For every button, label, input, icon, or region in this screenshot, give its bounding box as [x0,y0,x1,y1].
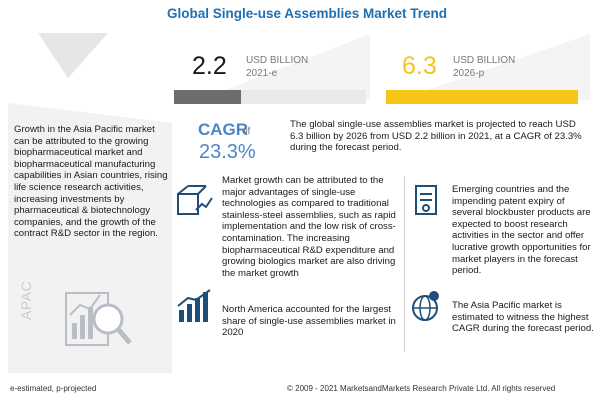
column-divider [404,176,405,352]
value-2026: 6.3 [402,52,437,80]
left-panel-text: Growth in the Asia Pacific market can be… [14,124,168,240]
apac-label: APAC [18,280,34,320]
insight-text-1: Market growth can be attributed to the m… [222,175,396,279]
bar-track-2026 [386,90,578,104]
unit-2021: USD BILLION [246,55,309,66]
background-shape-graphic [8,33,172,123]
globe-pin-icon [412,291,439,321]
bar-2021 [174,90,242,104]
cagr-of-label: of [242,126,251,137]
bar-2026 [386,90,578,104]
document-icon [415,185,437,215]
summary-text: The global single-use assemblies market … [290,119,582,154]
insight-text-2: North America accounted for the largest … [222,304,396,339]
unit-2026: USD BILLION [453,55,516,66]
year-2026: 2026-p [453,68,485,79]
magnifier-chart-icon [65,292,132,346]
bar-decoration [200,34,590,100]
insight-text-4: The Asia Pacific market is estimated to … [452,300,594,335]
cagr-label: CAGR [198,120,249,139]
bar-track-2021 [174,90,366,104]
bar-growth-icon [177,289,211,322]
value-2021: 2.2 [192,52,227,80]
copyright: © 2009 - 2021 MarketsandMarkets Research… [287,384,556,393]
box-growth-icon [177,185,213,215]
cagr-value: 23.3% [199,141,256,163]
insight-text-3: Emerging countries and the impending pat… [452,184,591,277]
year-2021: 2021-e [246,68,278,79]
legend-note: e-estimated, p-projected [10,384,97,393]
chart-title: Global Single-use Assemblies Market Tren… [166,6,448,21]
